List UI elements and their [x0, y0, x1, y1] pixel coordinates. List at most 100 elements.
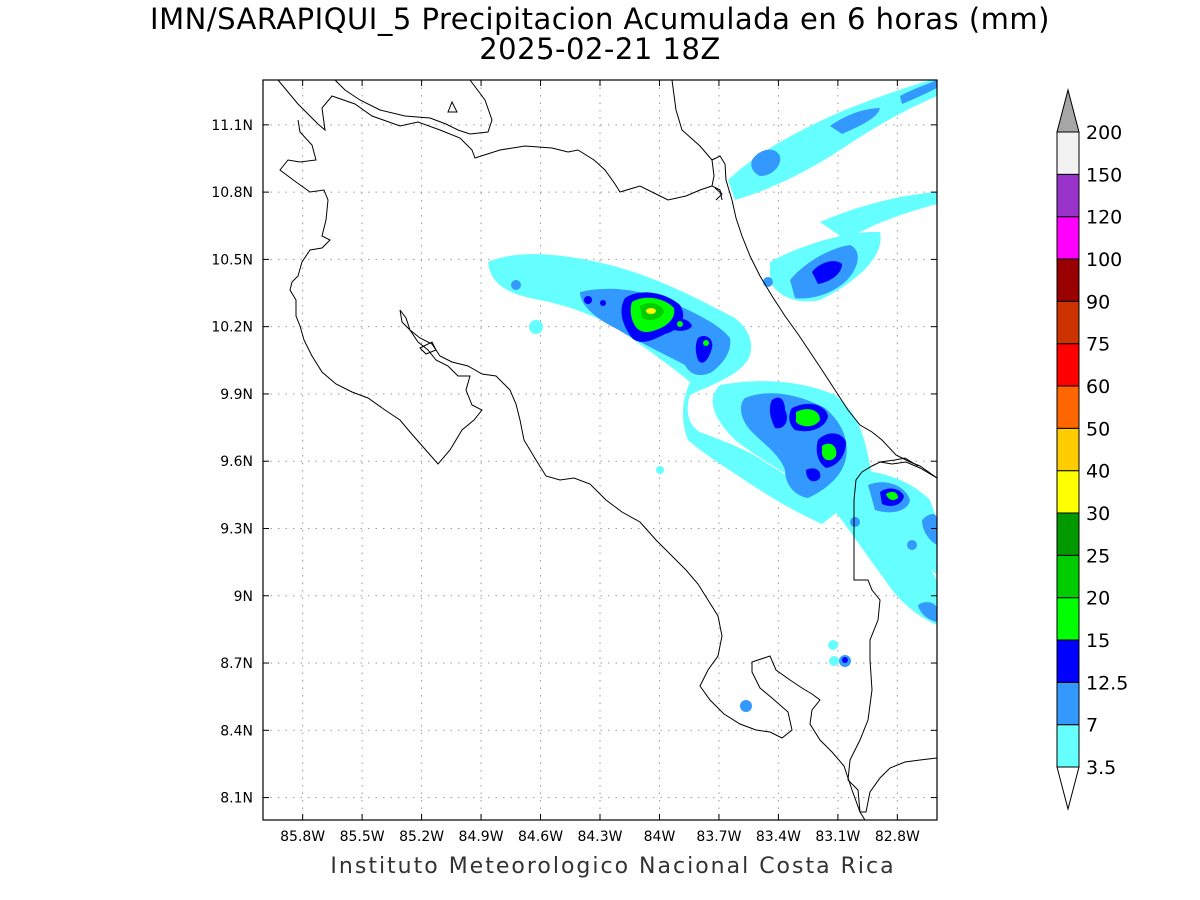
precip-vheavy-cell-a [703, 340, 709, 346]
colorbar-over-arrow [1056, 88, 1080, 133]
axis-tick-marks [263, 80, 937, 820]
colorbar-label: 200 [1086, 122, 1122, 144]
lat-tick-label: 8.4N [220, 723, 253, 739]
colorbar-swatch [1056, 300, 1080, 345]
precip-band-central [488, 254, 840, 524]
lat-tick-label: 9.6N [220, 454, 253, 470]
precip-cell-isolated-d [829, 656, 839, 666]
precip-mod-northeast-c [751, 149, 781, 176]
colorbar-swatch [1056, 258, 1080, 302]
lat-tick-label: 10.5N [211, 252, 253, 268]
lon-tick-label: 82.8W [875, 829, 920, 845]
precip-vheavy-cell-b [677, 321, 683, 327]
precip-heavy-cell-b [600, 300, 606, 306]
lon-tick-label: 84.9W [459, 829, 504, 845]
precip-layer-peak [646, 308, 656, 314]
lat-tick-label: 10.8N [211, 185, 253, 201]
precip-mod-cell-c [740, 700, 752, 712]
lon-tick-label: 83.7W [696, 829, 741, 845]
lat-tick-label: 10.2N [211, 320, 253, 336]
colorbar-label: 20 [1086, 588, 1110, 610]
colorbar-swatch [1056, 724, 1080, 768]
precip-mod-cell-a [511, 280, 521, 290]
colorbar-swatch [1056, 597, 1080, 641]
colorbar-label: 75 [1086, 334, 1110, 356]
colorbar-label: 15 [1086, 630, 1110, 652]
precip-mod-cell-f [850, 517, 860, 527]
colorbar-label: 90 [1086, 291, 1110, 313]
lat-tick-label: 11.1N [211, 118, 253, 134]
colorbar-swatch [1056, 512, 1080, 556]
caribbean-coast-north [711, 155, 937, 479]
precip-heavy-east [812, 261, 842, 284]
longitude-tick-labels: 85.8W 85.5W 85.2W 84.9W 84.6W 84.3W 84W 83.7W 83… [280, 829, 920, 845]
latitude-tick-labels: 11.1N 10.8N 10.5N 10.2N 9.9N 9.6N 9.3N 9N 8.7N 8.… [211, 118, 253, 807]
lat-tick-label: 9.3N [220, 521, 253, 537]
precip-mod-northeast-a [900, 80, 937, 104]
precipitation-colorbar: 3.5 7 12.5 15 20 25 30 40 50 60 75 90 100 120 150 200 [1056, 88, 1128, 811]
footer-credit: Instituto Meteorologico Nacional Costa R… [330, 854, 896, 879]
precip-heavy-east-d [806, 468, 821, 482]
lat-tick-label: 8.1N [220, 791, 253, 807]
map-title: IMN/SARAPIQUI_5 Precipitacion Acumulada … [150, 2, 1050, 36]
lon-tick-label: 84W [644, 829, 676, 845]
precip-vheavy-east [796, 409, 820, 427]
precip-cell-isolated-b [656, 466, 664, 474]
colorbar-swatch [1056, 216, 1080, 260]
island-marker [419, 341, 437, 355]
lon-tick-label: 85.5W [340, 829, 385, 845]
pacific-coast-guanacaste [279, 119, 483, 465]
colorbar-label: 150 [1086, 164, 1122, 186]
colorbar-label: 50 [1086, 418, 1110, 440]
colorbar-label: 12.5 [1086, 672, 1128, 694]
colorbar-label: 100 [1086, 249, 1122, 271]
panama-border [847, 461, 937, 813]
colorbar-swatch [1056, 427, 1080, 472]
precip-mod-cell-b [763, 277, 773, 287]
lon-tick-label: 84.6W [518, 829, 563, 845]
colorbar-label: 3.5 [1086, 757, 1116, 779]
map-valid-time: 2025-02-21 18Z [479, 32, 721, 66]
lat-tick-label: 8.7N [220, 656, 253, 672]
precip-vheavy-east-b [822, 443, 837, 461]
lon-tick-label: 83.1W [815, 829, 860, 845]
colorbar-label: 120 [1086, 207, 1122, 229]
colorbar-label: 7 [1086, 715, 1098, 737]
precip-mod-edge [922, 514, 937, 545]
lake-nicaragua-north-shore [334, 80, 493, 135]
lon-tick-label: 83.4W [756, 829, 801, 845]
colorbar-swatch [1056, 131, 1080, 175]
precip-vheavy-southeast [886, 491, 898, 501]
colorbar-swatch [1056, 470, 1080, 514]
colorbar-swatch [1056, 173, 1080, 218]
colorbar-swatch [1056, 385, 1080, 429]
precipitation-field [488, 80, 937, 712]
lat-tick-label: 9N [234, 589, 253, 605]
colorbar-swatch [1056, 681, 1080, 726]
precip-mod-cell-e [907, 540, 917, 550]
lat-tick-label: 9.9N [220, 387, 253, 403]
gulf-of-nicoya-north [409, 329, 866, 820]
colorbar-label: 60 [1086, 376, 1110, 398]
colorbar-label: 40 [1086, 461, 1110, 483]
precip-cell-isolated-c [828, 640, 838, 650]
precip-cell-isolated-a [529, 320, 543, 334]
precip-band-northeast-a [728, 80, 937, 200]
lon-tick-label: 85.8W [280, 829, 325, 845]
lon-tick-label: 84.3W [577, 829, 622, 845]
colorbar-swatch [1056, 554, 1080, 599]
colorbar-label: 30 [1086, 503, 1110, 525]
precip-heavy-cell-a [584, 296, 592, 304]
colorbar-under-arrow [1056, 766, 1080, 811]
precip-mod-edge-b [918, 602, 937, 622]
colorbar-label: 25 [1086, 545, 1110, 567]
precip-peak-central [646, 308, 656, 314]
precip-heavy-east-a [769, 397, 787, 429]
nicaragua-lake-shore [277, 80, 713, 201]
precip-mod-northeast-b [830, 108, 880, 134]
colorbar-swatch [1056, 639, 1080, 683]
coastlines-and-borders [277, 80, 937, 820]
precip-band-northeast-b [820, 192, 937, 240]
colorbar-swatch [1056, 343, 1080, 387]
